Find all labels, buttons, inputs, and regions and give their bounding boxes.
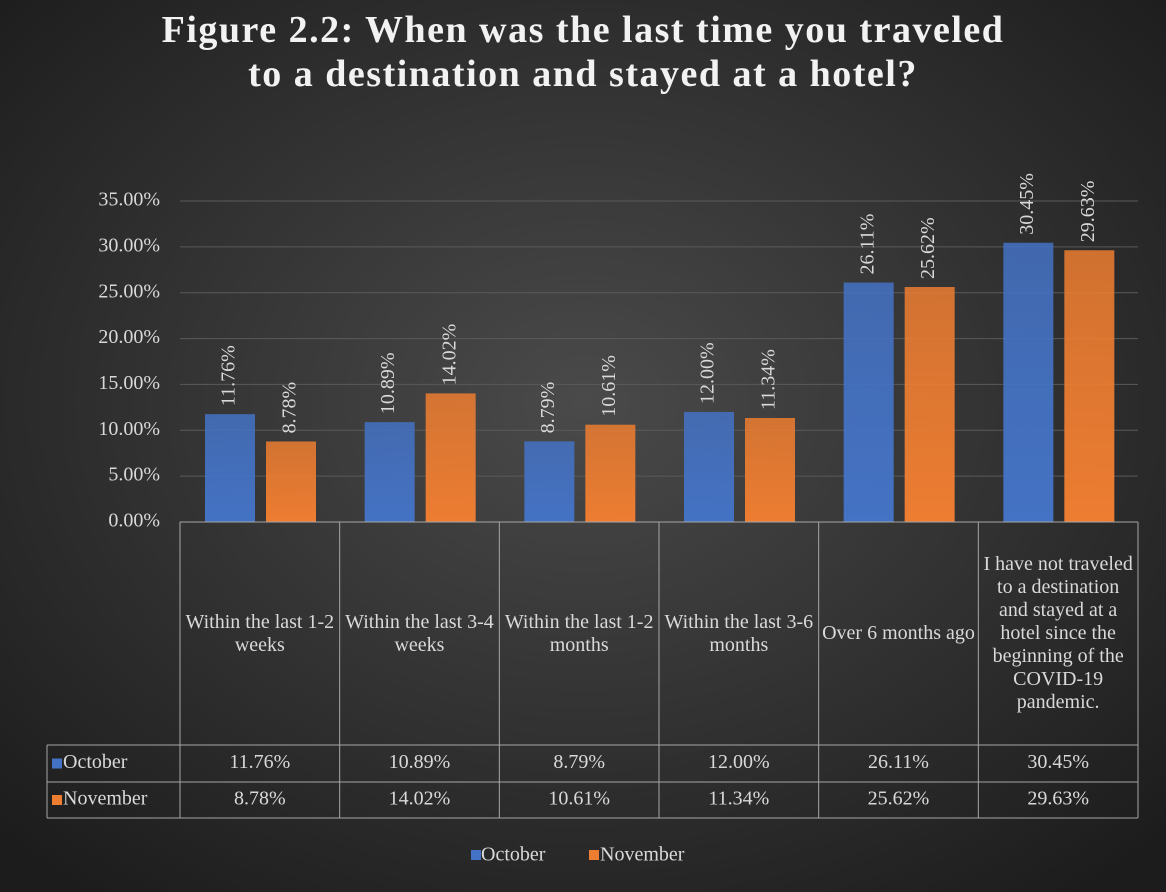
data-label: 10.61% [598, 355, 620, 417]
title-box: Figure 2.2: When was the last time you t… [161, 9, 1005, 95]
bar [843, 282, 894, 522]
legend-key [52, 758, 62, 769]
y-tick-label: 30.00% [98, 234, 160, 256]
legend-key [471, 850, 481, 860]
bar [745, 417, 795, 522]
legend-label: November [63, 788, 148, 810]
bar [205, 414, 255, 522]
table-cell: 10.89% [389, 751, 451, 773]
y-tick-label: 5.00% [108, 464, 160, 486]
bar [425, 393, 476, 522]
data-label: 30.45% [1016, 173, 1038, 235]
bar [585, 424, 636, 522]
table-cell: 29.63% [1027, 788, 1089, 810]
category-cell: Within the last 3-6 months [661, 522, 817, 745]
category-box: I have not traveled to a destination and… [980, 522, 1136, 745]
legend-label: October [481, 844, 546, 866]
data-label: 25.62% [917, 217, 939, 279]
x-tick-label: Within the last 1-2 months [504, 610, 654, 656]
bar [904, 287, 955, 522]
table-cell: 11.76% [229, 751, 290, 773]
data-label: 10.89% [377, 352, 399, 414]
bar [684, 411, 734, 522]
y-tick-label: 0.00% [108, 510, 160, 532]
table-cell: 25.62% [868, 788, 930, 810]
category-box: Over 6 months ago [821, 522, 977, 745]
legend-key [52, 795, 62, 805]
category-cell: I have not traveled to a destination and… [980, 522, 1136, 745]
table-cell: 26.11% [868, 751, 929, 773]
data-label: 26.11% [856, 214, 878, 275]
y-tick-label: 10.00% [98, 418, 160, 440]
legend-key [589, 850, 599, 860]
y-tick-label: 25.00% [98, 280, 160, 302]
category-cell: Within the last 3-4 weeks [342, 522, 498, 745]
data-label: 29.63% [1077, 181, 1099, 243]
category-box: Within the last 3-4 weeks [342, 522, 498, 745]
table-cell: 11.34% [708, 788, 769, 810]
bar [524, 441, 575, 522]
category-cell: Within the last 1-2 weeks [182, 522, 338, 745]
category-cell: Within the last 1-2 months [501, 522, 657, 745]
bar [364, 422, 415, 522]
x-tick-label: Within the last 3-4 weeks [345, 610, 494, 656]
category-cell: Over 6 months ago [821, 522, 977, 745]
y-tick-label: 20.00% [98, 326, 160, 348]
data-label: 11.76% [218, 345, 240, 406]
category-box: Within the last 3-6 months [661, 522, 817, 745]
chart-title: Figure 2.2: When was the last time you t… [161, 9, 1005, 95]
table-cell: 12.00% [708, 751, 770, 773]
x-tick-label: Over 6 months ago [822, 622, 975, 644]
table-cell: 30.45% [1027, 751, 1089, 773]
category-box: Within the last 1-2 weeks [182, 522, 338, 745]
table-cell: 8.78% [234, 788, 286, 810]
bar [1064, 250, 1115, 523]
legend-label: October [63, 751, 128, 773]
table-cell: 14.02% [389, 788, 451, 810]
legend-label: November [600, 844, 685, 866]
data-label: 8.78% [279, 382, 301, 434]
x-tick-label: I have not traveled to a destination and… [983, 553, 1133, 713]
x-tick-label: Within the last 1-2 weeks [185, 610, 335, 656]
category-box: Within the last 1-2 months [501, 522, 657, 745]
table-cell: 8.79% [553, 751, 605, 773]
data-label: 8.79% [537, 382, 559, 434]
data-label: 12.00% [697, 342, 719, 404]
y-tick-label: 15.00% [98, 372, 160, 394]
data-label: 14.02% [438, 324, 460, 386]
bar [266, 441, 316, 522]
bar [1003, 242, 1054, 523]
table-cell: 10.61% [548, 788, 610, 810]
y-tick-label: 35.00% [98, 189, 160, 211]
x-tick-label: Within the last 3-6 months [664, 610, 814, 656]
data-label: 11.34% [758, 349, 780, 410]
